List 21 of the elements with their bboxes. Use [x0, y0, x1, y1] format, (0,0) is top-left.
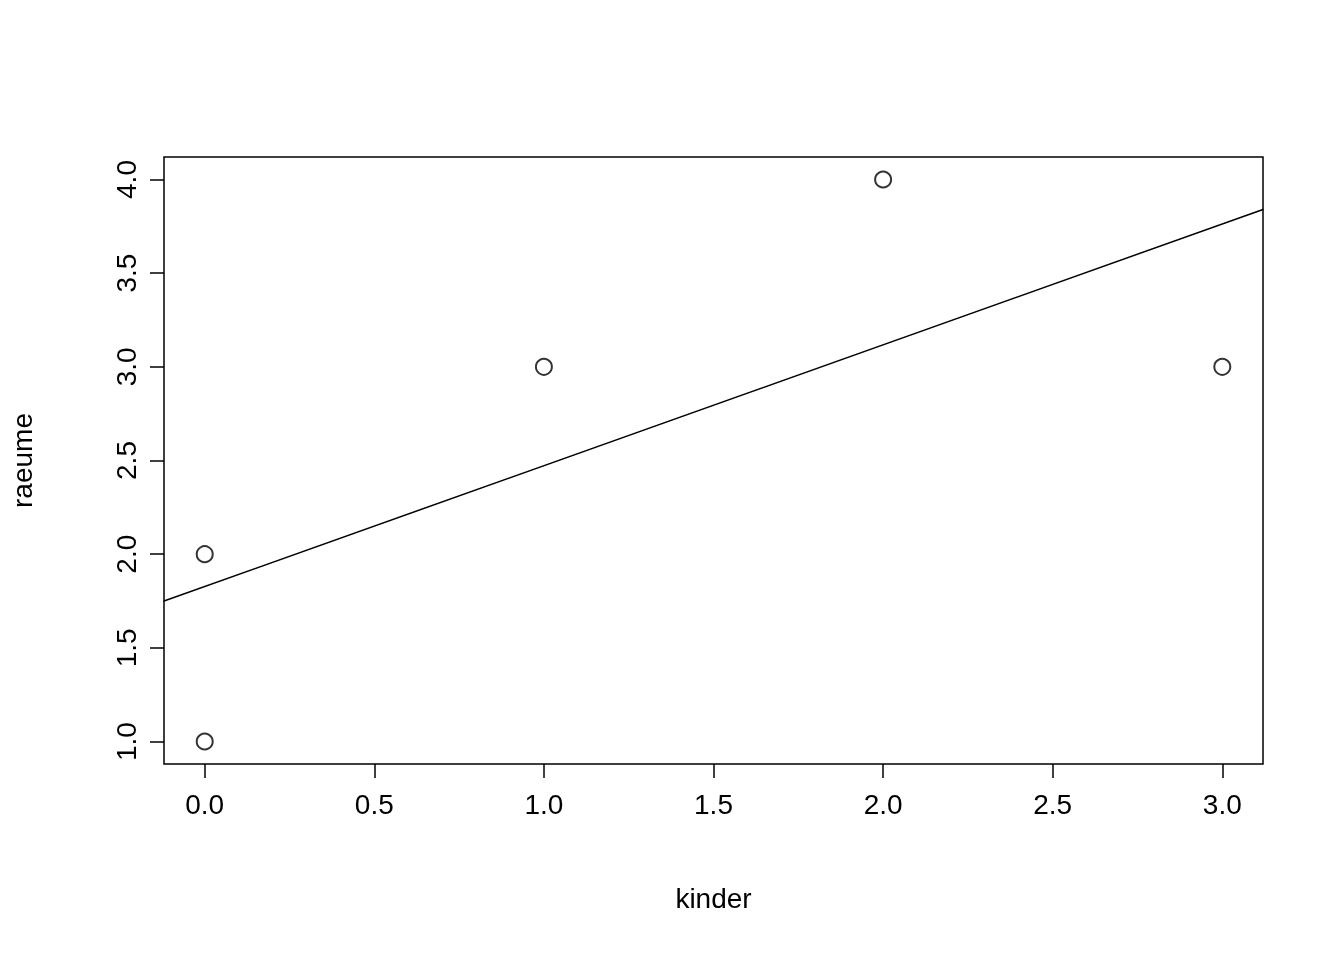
point	[195, 732, 214, 751]
y-tick-label: 1.5	[110, 628, 142, 668]
x-tick-label: 1.0	[524, 788, 564, 820]
y-tick-label: 2.5	[110, 441, 142, 480]
x-axis-title: kinder	[675, 882, 752, 914]
y-tick-label: 2.0	[110, 534, 142, 574]
point	[534, 357, 553, 376]
x-tick-label: 0.0	[185, 788, 225, 820]
x-tick-label: 2.5	[1033, 788, 1073, 820]
point	[1213, 357, 1232, 376]
y-axis-title: raeume	[6, 413, 38, 508]
y-tick-label: 3.0	[110, 347, 142, 387]
x-tick-label: 3.0	[1202, 788, 1242, 820]
x-tick-label: 2.0	[863, 788, 903, 820]
point	[874, 170, 893, 189]
point	[195, 545, 214, 564]
x-tick-label: 0.5	[354, 788, 394, 820]
y-tick-label: 3.5	[110, 253, 142, 293]
y-tick-label: 4.0	[110, 160, 142, 199]
x-tick-label: 1.5	[694, 788, 733, 820]
y-tick-label: 1.0	[110, 722, 142, 761]
